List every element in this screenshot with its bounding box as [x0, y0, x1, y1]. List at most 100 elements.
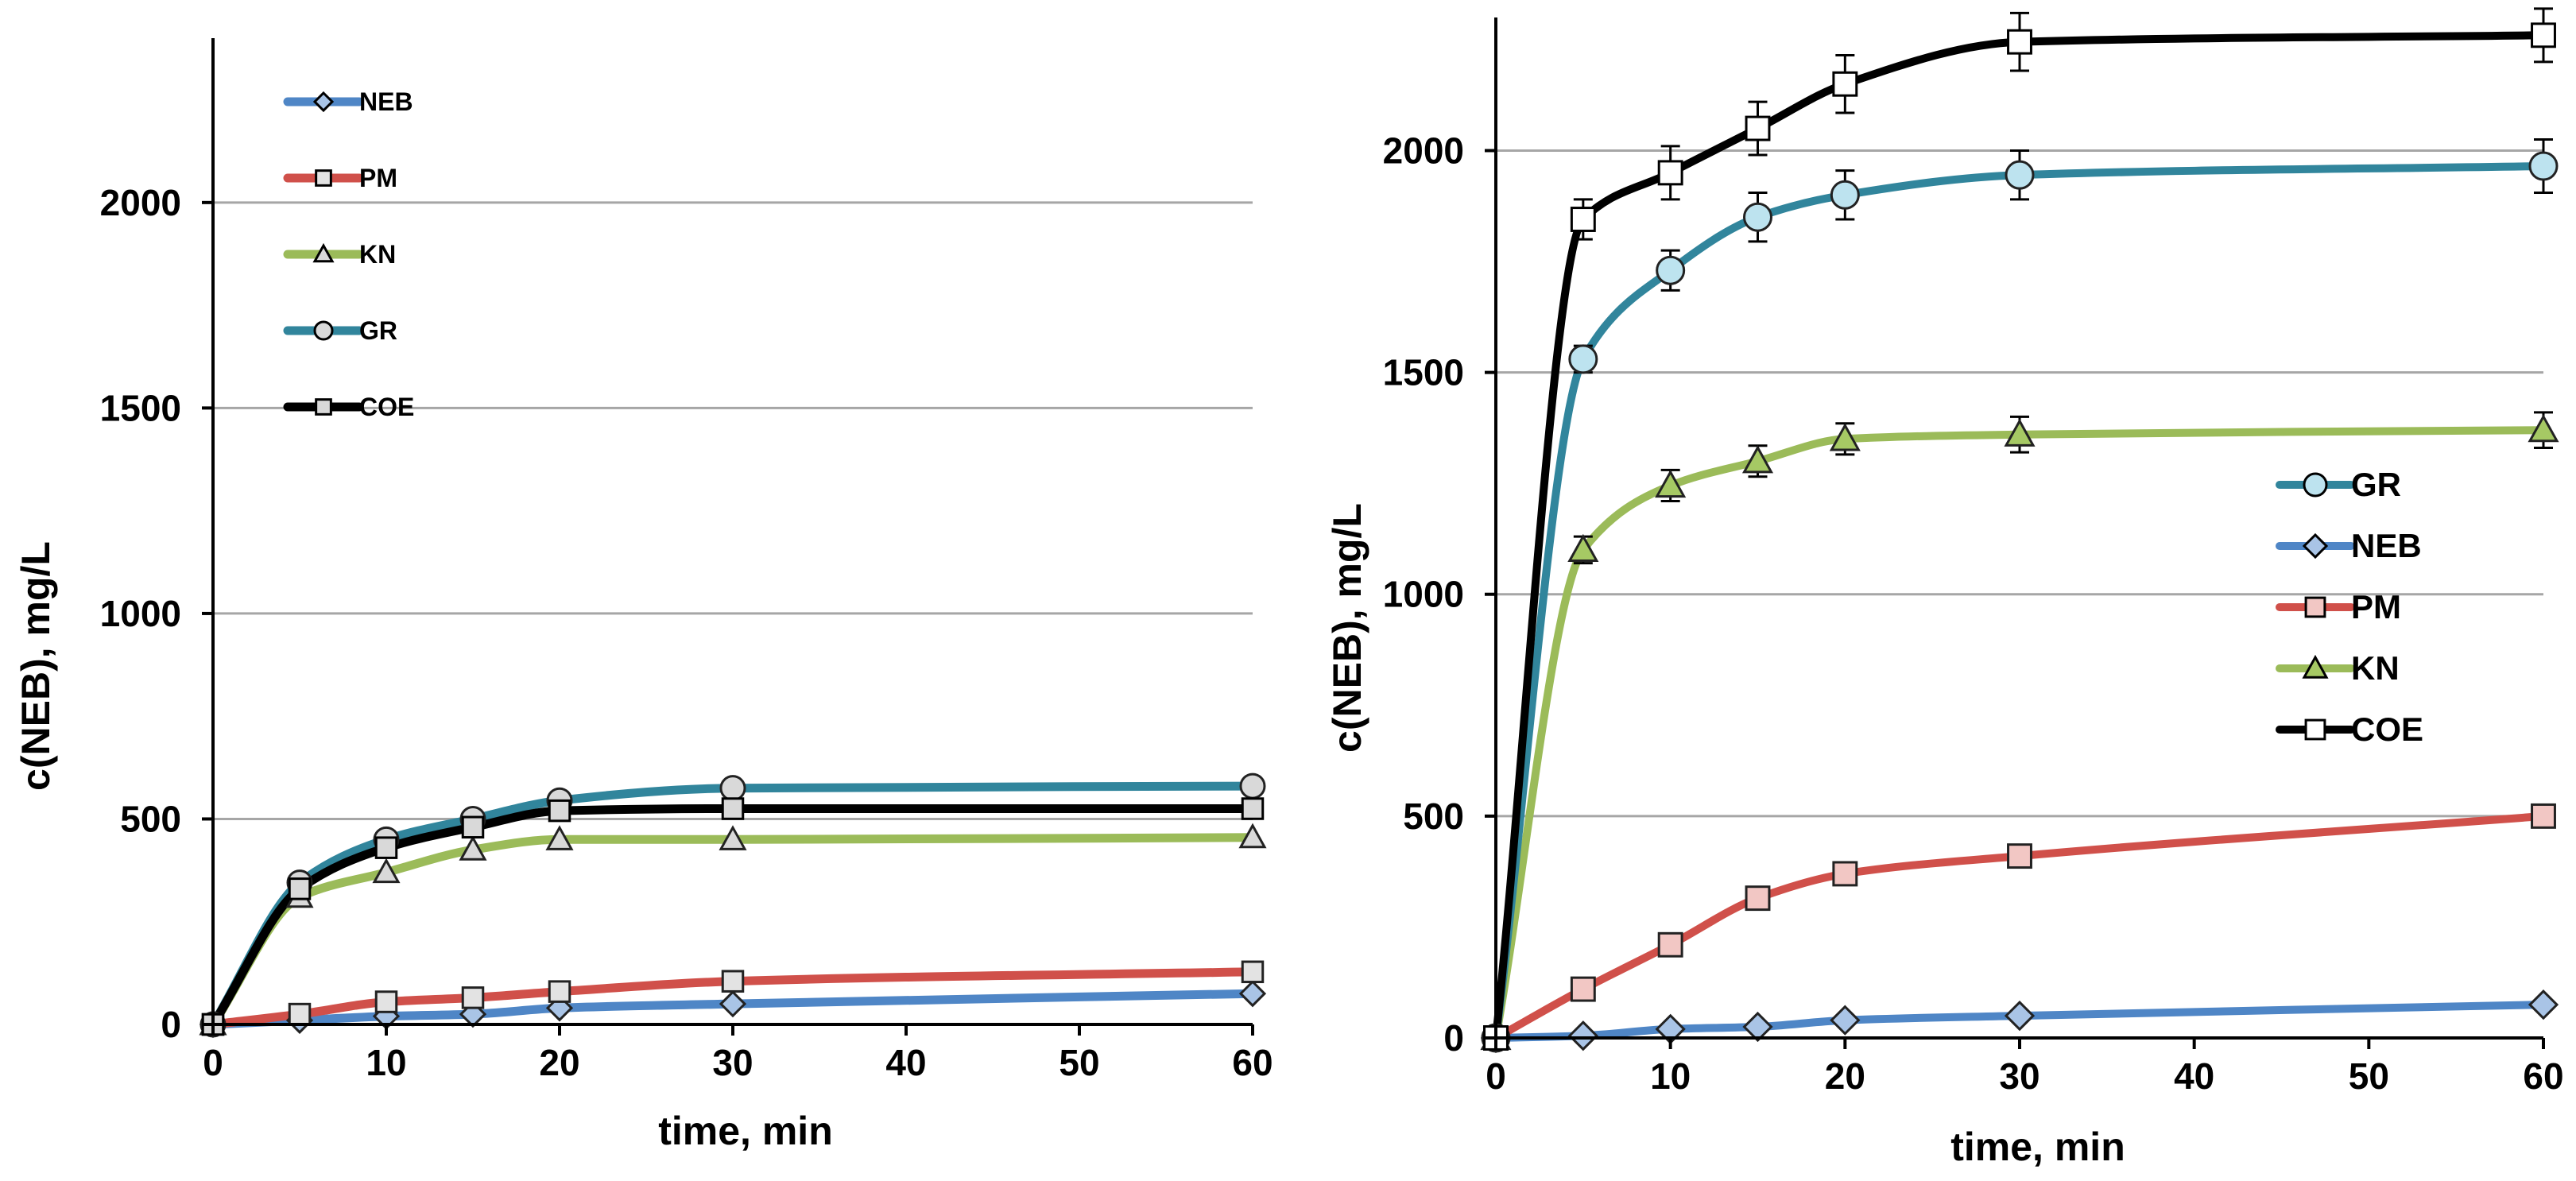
- right-x-tick-label-60: 60: [2523, 1055, 2563, 1097]
- left-axes: [202, 38, 1254, 1036]
- left-y-tick-label-2000: 2000: [100, 182, 181, 223]
- left-x-tick-label-20: 20: [539, 1042, 579, 1083]
- right-legend-label-coe: COE: [2351, 711, 2423, 748]
- left-legend-label-gr: GR: [359, 316, 397, 345]
- right-y-axis-label: c(NEB), mg/L: [1325, 503, 1369, 753]
- right-legend-item-kn: KN: [2276, 649, 2400, 687]
- right-point-coe-5: [1570, 207, 1596, 232]
- right-point-gr-20: [1830, 180, 1860, 210]
- left-x-axis-label: time, min: [658, 1109, 832, 1153]
- right-legend-item-gr: GR: [2276, 466, 2401, 503]
- right-legend-marker-pm: [2304, 596, 2326, 618]
- right-x-tick-label-30: 30: [1999, 1055, 2039, 1097]
- left-point-coe-30: [721, 797, 745, 820]
- left-series-line-neb: [208, 989, 1257, 1029]
- left-legend-label-pm: PM: [359, 164, 397, 192]
- right-x-tick-label-0: 0: [1486, 1055, 1506, 1097]
- right-point-kn-20: [1829, 423, 1861, 451]
- right-point-pm-5: [1570, 976, 1596, 1002]
- left-point-kn-15: [459, 835, 487, 861]
- left-point-pm-10: [374, 990, 398, 1013]
- left-x-tick-label-50: 50: [1059, 1042, 1099, 1083]
- right-error-bars: [1573, 7, 2553, 565]
- left-legend-marker-gr: [313, 320, 334, 341]
- left-legend-marker-kn: [312, 242, 335, 263]
- right-legend-marker-neb: [2302, 532, 2329, 560]
- right-x-axis-label: time, min: [1950, 1125, 2125, 1169]
- left-point-coe-10: [374, 836, 398, 859]
- right-point-pm-60: [2531, 803, 2556, 829]
- left-point-coe-20: [548, 799, 571, 823]
- right-legend-label-kn: KN: [2351, 649, 2400, 687]
- right-point-gr-5: [1568, 344, 1598, 374]
- left-legend-marker-neb: [312, 91, 335, 113]
- left-legend-item-neb: NEB: [283, 87, 413, 116]
- right-tick-labels: 0 10 20 30 40 50 60 0 500 1000 1500 2000: [1383, 130, 2564, 1097]
- right-point-neb-30: [2004, 1000, 2036, 1032]
- left-legend-label-coe: COE: [359, 393, 414, 421]
- left-y-tick-label-1500: 1500: [100, 387, 181, 428]
- left-legend-marker-coe: [315, 398, 332, 416]
- right-legend-marker-kn: [2302, 654, 2329, 679]
- left-point-gr-60: [1239, 772, 1266, 800]
- right-point-coe-30: [2007, 29, 2032, 55]
- right-point-gr-30: [2005, 160, 2035, 190]
- left-point-pm-15: [461, 986, 485, 1009]
- right-legend-label-neb: NEB: [2351, 527, 2422, 564]
- left-point-coe-15: [461, 815, 485, 839]
- right-x-tick-label-50: 50: [2349, 1055, 2389, 1097]
- left-point-pm-5: [288, 1002, 312, 1026]
- left-point-coe-60: [1241, 797, 1265, 820]
- left-legend-label-neb: NEB: [359, 87, 413, 116]
- left-point-pm-30: [721, 970, 745, 993]
- right-point-pm-10: [1657, 931, 1683, 958]
- right-point-pm-30: [2007, 843, 2032, 869]
- left-legend: NEB PM KN GR COE: [283, 87, 414, 421]
- right-point-kn-30: [2004, 418, 2036, 447]
- right-y-tick-label-500: 500: [1403, 796, 1464, 837]
- left-point-pm-20: [548, 980, 571, 1003]
- left-x-tick-label-60: 60: [1232, 1042, 1273, 1083]
- right-point-kn-5: [1567, 533, 1599, 563]
- right-legend: GR NEB PM KN COE: [2276, 466, 2423, 748]
- right-axes: [1485, 17, 2545, 1049]
- chart-left: 0 10 20 30 40 50 60 0 500 1000 1500 2000 NEB PM KN GR C…: [14, 38, 1273, 1153]
- left-y-tick-label-500: 500: [120, 798, 181, 839]
- right-point-coe-20: [1832, 71, 1858, 97]
- right-x-tick-label-40: 40: [2174, 1055, 2214, 1097]
- left-x-tick-label-0: 0: [203, 1042, 223, 1083]
- right-point-kn-15: [1741, 445, 1774, 474]
- right-point-coe-10: [1657, 160, 1683, 186]
- right-point-coe-60: [2531, 22, 2556, 48]
- left-x-tick-label-40: 40: [885, 1042, 926, 1083]
- left-y-tick-label-1000: 1000: [100, 593, 181, 634]
- left-x-tick-label-30: 30: [712, 1042, 753, 1083]
- right-legend-marker-gr: [2303, 472, 2328, 498]
- left-point-neb-30: [719, 990, 747, 1018]
- left-x-tick-label-10: 10: [366, 1042, 406, 1083]
- left-gridlines: [213, 201, 1253, 820]
- right-point-gr-10: [1656, 255, 1686, 285]
- left-point-kn-30: [719, 825, 747, 850]
- right-point-neb-60: [2528, 989, 2559, 1020]
- right-legend-label-pm: PM: [2351, 588, 2401, 625]
- left-y-axis-label: c(NEB), mg/L: [14, 541, 58, 791]
- right-point-pm-15: [1745, 885, 1771, 912]
- right-y-tick-label-0: 0: [1443, 1017, 1464, 1059]
- right-point-neb-5: [1567, 1020, 1598, 1051]
- left-point-pm-60: [1241, 960, 1265, 984]
- right-point-gr-60: [2528, 151, 2559, 181]
- left-point-coe-5: [288, 877, 312, 900]
- right-legend-marker-coe: [2304, 718, 2326, 741]
- left-point-kn-20: [545, 825, 574, 850]
- right-legend-item-coe: COE: [2276, 711, 2423, 748]
- right-series-line-neb: [1492, 1001, 2547, 1042]
- right-legend-item-pm: PM: [2276, 588, 2401, 625]
- right-y-tick-label-1000: 1000: [1383, 574, 1464, 615]
- right-point-kn-60: [2528, 414, 2559, 443]
- left-point-neb-60: [1238, 980, 1267, 1008]
- right-legend-label-gr: GR: [2351, 466, 2401, 503]
- right-point-neb-20: [1830, 1005, 1861, 1036]
- left-tick-labels: 0 10 20 30 40 50 60 0 500 1000 1500 2000: [100, 182, 1273, 1083]
